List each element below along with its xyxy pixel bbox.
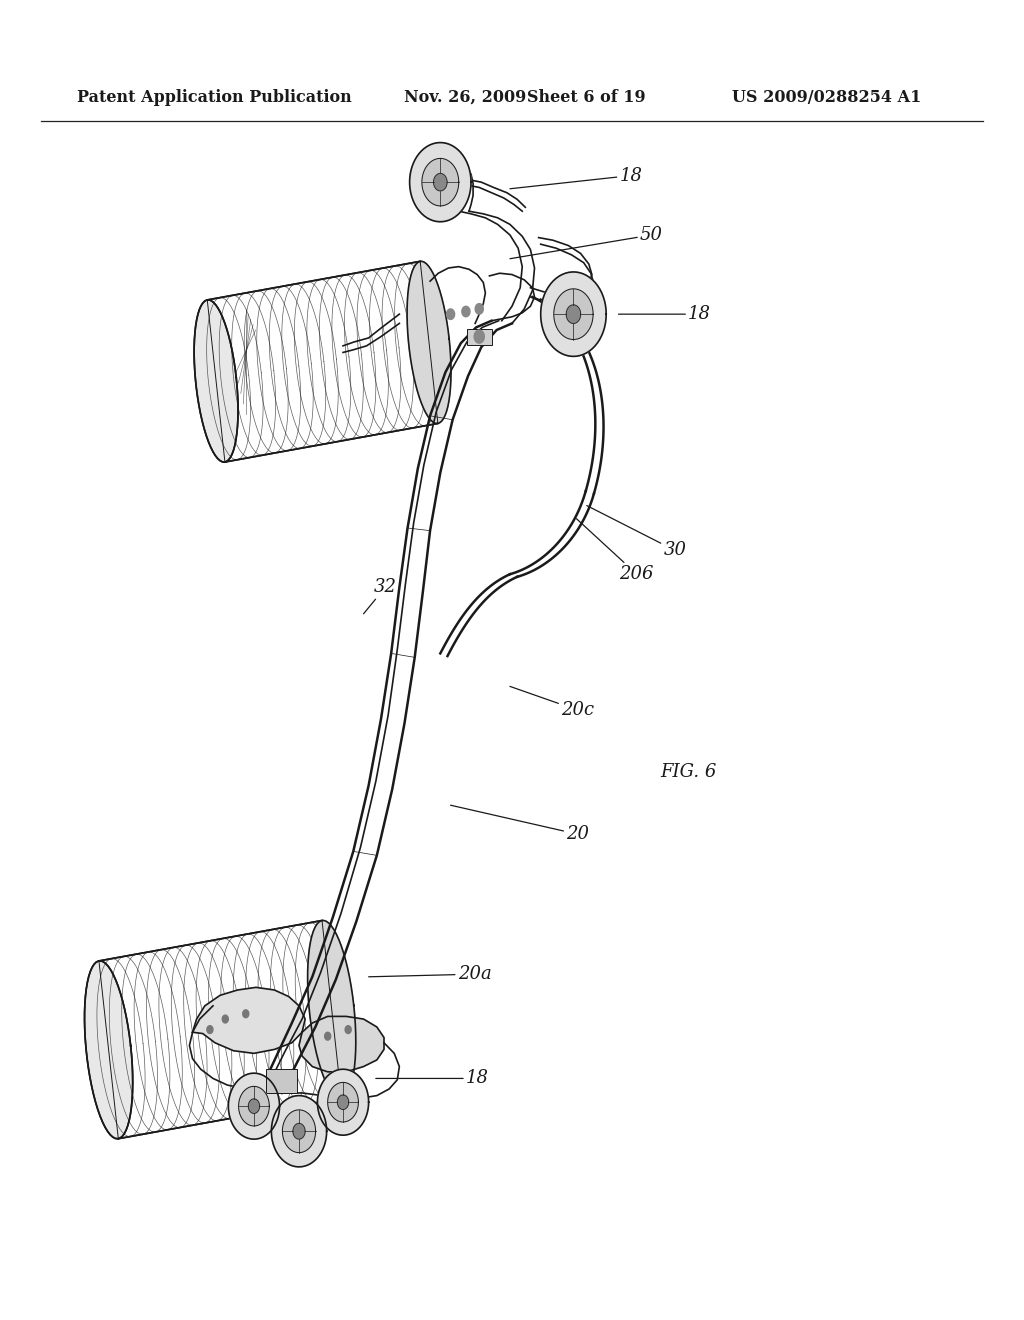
Polygon shape: [85, 961, 133, 1139]
Text: US 2009/0288254 A1: US 2009/0288254 A1: [732, 88, 922, 106]
Polygon shape: [410, 143, 471, 222]
Polygon shape: [408, 261, 451, 424]
Text: 32: 32: [364, 578, 396, 614]
Polygon shape: [243, 1010, 249, 1018]
Polygon shape: [462, 306, 470, 317]
Polygon shape: [446, 309, 455, 319]
Polygon shape: [433, 173, 447, 191]
Polygon shape: [317, 1069, 369, 1135]
Text: 18: 18: [376, 1069, 488, 1088]
Polygon shape: [338, 1096, 348, 1109]
Polygon shape: [474, 330, 484, 343]
Polygon shape: [207, 1026, 213, 1034]
Polygon shape: [475, 304, 483, 314]
Polygon shape: [228, 1073, 280, 1139]
Polygon shape: [222, 1015, 228, 1023]
Polygon shape: [566, 305, 581, 323]
Bar: [266, 1069, 297, 1093]
Text: 30: 30: [587, 506, 686, 560]
Text: 50: 50: [510, 226, 663, 259]
Polygon shape: [239, 1086, 269, 1126]
Polygon shape: [328, 1082, 358, 1122]
Polygon shape: [193, 987, 305, 1053]
Text: 206: 206: [577, 519, 654, 583]
Polygon shape: [307, 920, 355, 1098]
Polygon shape: [283, 1110, 315, 1152]
Text: Nov. 26, 2009: Nov. 26, 2009: [404, 88, 526, 106]
Polygon shape: [541, 272, 606, 356]
Text: 20a: 20a: [369, 965, 492, 983]
Text: 18: 18: [618, 305, 711, 323]
Polygon shape: [195, 300, 238, 462]
Polygon shape: [325, 1032, 331, 1040]
Polygon shape: [293, 1123, 305, 1139]
Text: 20: 20: [451, 805, 589, 843]
Text: Patent Application Publication: Patent Application Publication: [77, 88, 351, 106]
Text: Sheet 6 of 19: Sheet 6 of 19: [527, 88, 646, 106]
Polygon shape: [422, 158, 459, 206]
Polygon shape: [345, 1026, 351, 1034]
Bar: [467, 329, 492, 345]
Text: 20c: 20c: [510, 686, 594, 719]
Polygon shape: [554, 289, 593, 339]
Text: FIG. 6: FIG. 6: [660, 763, 717, 781]
Polygon shape: [299, 1016, 384, 1072]
Polygon shape: [271, 1096, 327, 1167]
Text: 18: 18: [510, 166, 642, 189]
Polygon shape: [249, 1100, 260, 1113]
